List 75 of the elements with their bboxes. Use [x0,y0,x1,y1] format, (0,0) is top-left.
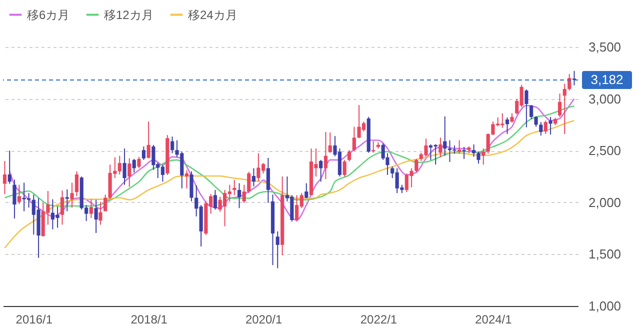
candlestick [247,171,251,194]
candlestick [26,192,31,208]
candlestick [372,140,376,154]
candlestick [304,182,308,199]
candlestick [70,182,74,208]
x-tick-label: 2016/1 [16,312,53,326]
candlestick [558,93,562,118]
candlestick [74,170,79,197]
candlestick [510,112,514,124]
candlestick [89,198,93,218]
candlestick [17,184,21,204]
x-tick-label: 2022/1 [360,312,398,326]
legend-label: 移24カ月 [188,8,238,22]
candlestick [548,116,552,136]
candlestick [534,116,538,128]
candlestick [12,179,16,219]
ref-line-label: 3,182 [590,72,624,87]
candlestick [438,137,442,158]
y-tick-label: 3,000 [588,91,622,106]
candlestick [152,144,156,170]
y-tick-label: 2,000 [588,194,622,210]
y-tick-label: 1,000 [588,298,622,314]
candlestick [324,131,328,180]
candlestick [170,136,174,154]
candlestick [414,158,418,173]
legend-label: 移6カ月 [27,8,70,22]
y-tick-label: 2,500 [588,143,622,158]
candlestick [122,148,126,186]
candlestick [2,160,7,195]
candlestick [544,120,548,135]
candlestick [530,104,534,120]
y-tick-label: 3,500 [588,40,622,54]
candlestick [104,194,108,212]
candlestick [562,83,566,135]
line-series [8,98,575,221]
candlestick [94,199,98,234]
candlestick [448,140,452,162]
candlestick [237,182,242,209]
candlestick [342,159,346,177]
candlestick [266,157,270,204]
candlestick [60,190,64,226]
candlestick [252,168,256,187]
candlestick [347,150,352,162]
candlestick [458,140,462,154]
candlestick [472,144,476,158]
candlestick [505,116,510,135]
candlestick [482,148,486,166]
x-tick-label: 2024/1 [475,312,512,326]
line-series [4,120,575,249]
candlestick [137,156,141,169]
candlestick [232,180,236,196]
x-tick-label: 2018/1 [130,312,168,326]
candlestick [276,230,280,269]
candlestick [132,158,136,173]
candlestick [213,189,218,210]
candlestick [142,146,146,160]
candlestick [443,116,447,156]
candlestick [184,170,189,189]
x-tick-label: 2020/1 [245,312,282,326]
candlestick [98,201,102,226]
candlestick [524,88,528,128]
candlestick [190,170,194,202]
candlestick [352,126,356,152]
y-tick-label: 1,500 [588,246,622,262]
candlestick [539,122,543,136]
candlestick [128,158,132,188]
candlestick [8,150,12,184]
candlestick [462,146,466,160]
candlestick [319,159,323,182]
candlestick [65,188,69,212]
candlestick [146,121,150,159]
legend-label: 移12カ月 [104,8,154,22]
candlestick [242,184,246,204]
candlestick [328,132,332,154]
candlestick [476,151,480,164]
